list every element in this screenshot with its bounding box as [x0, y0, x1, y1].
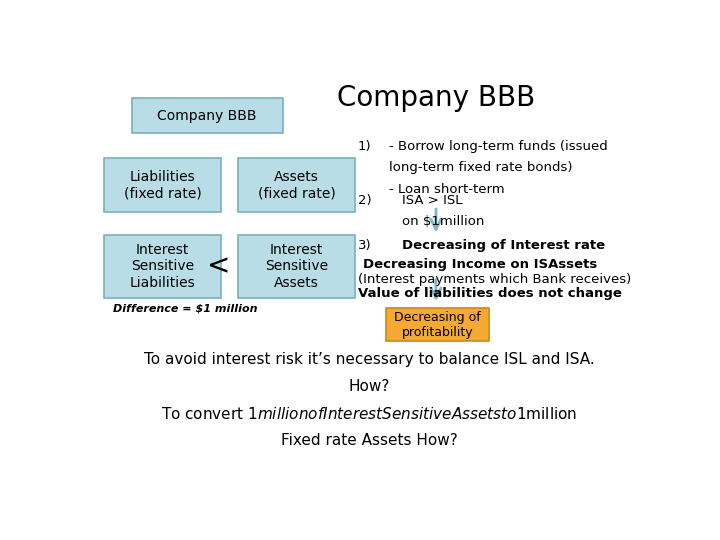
- Text: <: <: [207, 253, 230, 280]
- Text: Company BBB: Company BBB: [158, 109, 257, 123]
- FancyBboxPatch shape: [132, 98, 282, 133]
- Text: long-term fixed rate bonds): long-term fixed rate bonds): [389, 161, 572, 174]
- Text: How?: How?: [348, 379, 390, 394]
- Text: on $1million: on $1million: [402, 215, 485, 228]
- Text: Decreasing Income on ISAssets: Decreasing Income on ISAssets: [364, 258, 598, 271]
- Text: Difference = $1 million: Difference = $1 million: [112, 303, 257, 313]
- Text: Decreasing of
profitability: Decreasing of profitability: [394, 310, 481, 339]
- Text: Liabilities
(fixed rate): Liabilities (fixed rate): [124, 170, 202, 200]
- Text: (Interest payments which Bank receives): (Interest payments which Bank receives): [358, 273, 631, 286]
- Text: Interest
Sensitive
Liabilities: Interest Sensitive Liabilities: [130, 243, 195, 289]
- Text: To avoid interest risk it’s necessary to balance ISL and ISA.: To avoid interest risk it’s necessary to…: [143, 352, 595, 367]
- Text: Fixed rate Assets How?: Fixed rate Assets How?: [281, 433, 457, 448]
- Text: - Loan short-term: - Loan short-term: [389, 183, 504, 196]
- Text: Assets
(fixed rate): Assets (fixed rate): [258, 170, 336, 200]
- Text: Decreasing of Interest rate: Decreasing of Interest rate: [402, 239, 606, 252]
- Text: Interest
Sensitive
Assets: Interest Sensitive Assets: [265, 243, 328, 289]
- Text: 1): 1): [358, 140, 372, 153]
- Text: Value of liabilities does not change: Value of liabilities does not change: [358, 287, 621, 300]
- Text: To convert $1million of Interest Sensitive Assets to $1million: To convert $1million of Interest Sensiti…: [161, 406, 577, 422]
- FancyBboxPatch shape: [238, 158, 355, 212]
- Text: Company BBB: Company BBB: [337, 84, 535, 112]
- FancyBboxPatch shape: [104, 158, 221, 212]
- Text: - Borrow long-term funds (issued: - Borrow long-term funds (issued: [389, 140, 607, 153]
- FancyBboxPatch shape: [104, 235, 221, 298]
- FancyBboxPatch shape: [386, 308, 489, 341]
- Text: 3): 3): [358, 239, 372, 252]
- Text: 2): 2): [358, 194, 372, 207]
- Text: ISA > ISL: ISA > ISL: [402, 194, 463, 207]
- FancyBboxPatch shape: [238, 235, 355, 298]
